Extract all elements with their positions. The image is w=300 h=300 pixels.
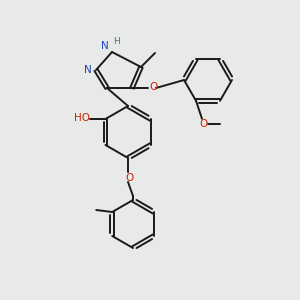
Text: O: O [200,119,208,129]
Text: O: O [150,82,158,92]
Text: N: N [101,41,109,51]
Text: H: H [113,38,120,46]
Text: HO: HO [74,113,91,123]
Text: O: O [125,173,133,183]
Text: N: N [84,65,92,75]
